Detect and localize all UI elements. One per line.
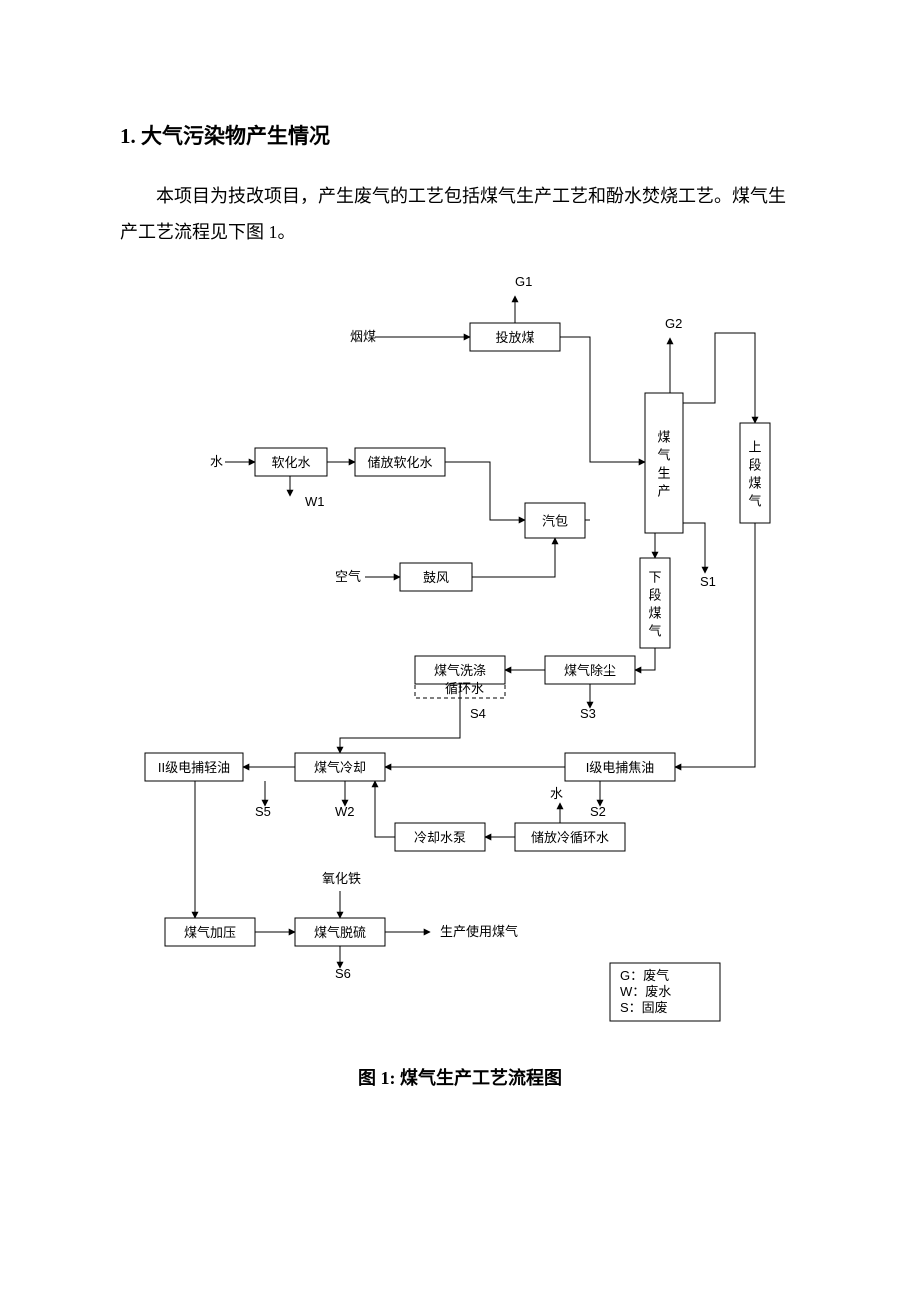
node-ebqy: II级电捕轻油 [145, 753, 243, 781]
svg-text:储放软化水: 储放软化水 [367, 455, 432, 470]
svg-text:冷却水泵: 冷却水泵 [414, 830, 466, 845]
flowchart-diagram: 投放煤软化水储放软化水汽包鼓风煤气生产上段煤气下段煤气煤气除尘煤气洗涤煤气冷却I… [120, 268, 800, 1058]
label-S4: S4 [470, 706, 486, 721]
figure-caption: 图 1: 煤气生产工艺流程图 [120, 1064, 800, 1090]
svg-text:煤气洗涤: 煤气洗涤 [434, 663, 486, 678]
edge-15 [635, 648, 655, 670]
edge-19 [340, 684, 460, 753]
svg-text:生: 生 [657, 465, 670, 480]
svg-text:气: 气 [657, 447, 670, 462]
node-sdmq: 上段煤气 [740, 423, 770, 523]
edge-27 [375, 781, 395, 837]
edge-11 [683, 333, 755, 423]
edge-9 [472, 538, 555, 577]
label-S1: S1 [700, 574, 716, 589]
label-ym: 烟煤 [350, 329, 376, 344]
edge-13 [683, 523, 705, 573]
svg-text:段: 段 [748, 457, 761, 472]
node-gf: 鼓风 [400, 563, 472, 591]
label-S3: S3 [580, 706, 596, 721]
svg-text:投放煤: 投放煤 [495, 330, 534, 345]
label-yht: 氧化铁 [322, 871, 361, 886]
node-cfrhs: 储放软化水 [355, 448, 445, 476]
label-shui2: 水 [550, 786, 563, 801]
label-S2: S2 [590, 804, 606, 819]
svg-text:煤气脱硫: 煤气脱硫 [314, 925, 366, 940]
node-mqsc: 煤气生产 [645, 393, 683, 533]
section-heading: 1. 大气污染物产生情况 [120, 120, 800, 150]
node-mqtl: 煤气脱硫 [295, 918, 385, 946]
label-W1: W1 [305, 494, 325, 509]
label-lg_w: W：废水 [620, 984, 671, 999]
label-G1: G1 [515, 274, 532, 289]
svg-text:煤气除尘: 煤气除尘 [564, 663, 616, 678]
svg-text:气: 气 [648, 623, 661, 638]
node-rhs: 软化水 [255, 448, 327, 476]
svg-text:软化水: 软化水 [271, 455, 310, 470]
node-lqsb: 冷却水泵 [395, 823, 485, 851]
intro-paragraph: 本项目为技改项目，产生废气的工艺包括煤气生产工艺和酚水焚烧工艺。煤气生产工艺流程… [120, 178, 800, 250]
label-S6: S6 [335, 966, 351, 981]
node-cflhs: 储放冷循环水 [515, 823, 625, 851]
node-tfm: 投放煤 [470, 323, 560, 351]
svg-text:煤气冷却: 煤气冷却 [314, 760, 366, 775]
node-mqxd: 煤气洗涤 [415, 656, 505, 684]
svg-text:鼓风: 鼓风 [423, 570, 449, 585]
svg-text:气: 气 [748, 493, 761, 508]
node-mqcc: 煤气除尘 [545, 656, 635, 684]
node-xdmq: 下段煤气 [640, 558, 670, 648]
svg-text:汽包: 汽包 [542, 514, 568, 529]
svg-text:段: 段 [648, 587, 661, 602]
edge-6 [445, 462, 525, 520]
label-scmq: 生产使用煤气 [440, 924, 518, 939]
edge-12 [675, 523, 755, 767]
svg-text:上: 上 [748, 439, 761, 454]
label-kq: 空气 [335, 569, 361, 584]
node-qb: 汽包 [525, 503, 585, 538]
label-S5: S5 [255, 804, 271, 819]
node-ebjy: I级电捕焦油 [565, 753, 675, 781]
node-mqlq: 煤气冷却 [295, 753, 385, 781]
svg-text:煤: 煤 [748, 475, 761, 490]
svg-text:产: 产 [657, 483, 670, 498]
node-mqjy: 煤气加压 [165, 918, 255, 946]
label-lg_g: G：废气 [620, 968, 669, 983]
edge-2 [560, 337, 645, 462]
label-shui: 水 [210, 454, 223, 469]
svg-text:煤: 煤 [657, 429, 670, 444]
svg-text:煤: 煤 [648, 605, 661, 620]
label-lg_s: S：固废 [620, 1000, 668, 1015]
svg-text:煤气加压: 煤气加压 [184, 925, 236, 940]
svg-text:下: 下 [648, 569, 661, 584]
svg-text:储放冷循环水: 储放冷循环水 [531, 830, 609, 845]
label-W2: W2 [335, 804, 355, 819]
svg-text:I级电捕焦油: I级电捕焦油 [586, 760, 655, 775]
label-G2: G2 [665, 316, 682, 331]
svg-text:II级电捕轻油: II级电捕轻油 [158, 760, 230, 775]
label-hxs: 循环水 [445, 681, 484, 696]
